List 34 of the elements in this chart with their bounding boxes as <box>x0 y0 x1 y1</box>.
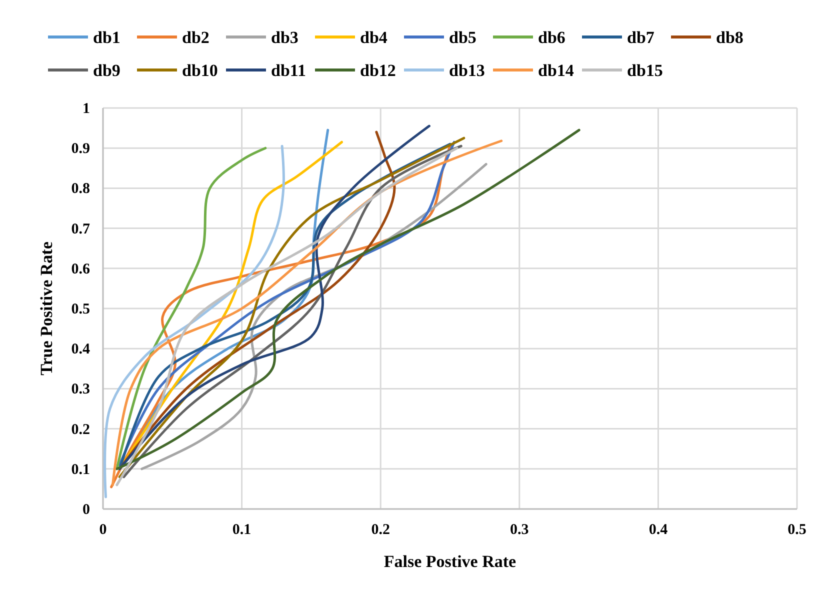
y-tick-label: 0.3 <box>71 382 90 398</box>
x-tick-label: 0.3 <box>510 522 529 538</box>
y-tick-label: 0 <box>82 502 90 518</box>
y-axis-title: True Positive Rate <box>37 241 56 376</box>
legend-label: db8 <box>716 28 744 47</box>
y-tick-label: 0.8 <box>71 181 90 198</box>
y-tick-label: 1 <box>82 101 90 117</box>
legend-label: db9 <box>93 61 120 80</box>
legend-label: db6 <box>538 28 566 47</box>
legend-label: db3 <box>271 28 298 47</box>
legend-label: db5 <box>449 28 476 47</box>
y-tick-label: 0.9 <box>71 141 90 158</box>
legend-label: db4 <box>360 28 388 47</box>
legend-label: db10 <box>182 61 218 80</box>
legend-label: db11 <box>271 61 306 80</box>
legend-label: db13 <box>449 61 485 80</box>
y-tick-label: 0.2 <box>71 422 90 438</box>
x-tick-label: 0.2 <box>371 522 390 538</box>
legend-label: db2 <box>182 28 210 47</box>
y-tick-label: 0.4 <box>71 342 90 358</box>
x-axis-title: False Postive Rate <box>384 552 517 571</box>
x-tick-label: 0.1 <box>232 522 252 538</box>
legend-label: db1 <box>93 28 120 47</box>
legend-label: db14 <box>538 61 574 80</box>
legend-label: db7 <box>627 28 655 47</box>
legend-label: db15 <box>627 61 663 80</box>
x-tick-label: 0.5 <box>788 522 806 538</box>
y-tick-label: 0.1 <box>71 462 90 478</box>
x-tick-label: 0.4 <box>648 522 668 538</box>
legend-label: db12 <box>360 61 396 80</box>
y-tick-label: 0.7 <box>71 221 90 238</box>
x-tick-label: 0 <box>99 522 107 538</box>
y-tick-label: 0.6 <box>71 261 90 278</box>
y-tick-label: 0.5 <box>71 302 90 318</box>
